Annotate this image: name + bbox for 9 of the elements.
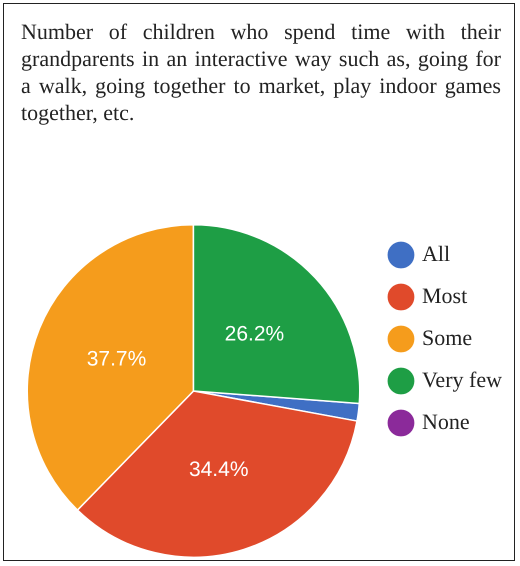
- data-label: 34.4%: [188, 458, 248, 482]
- legend-label: Some: [422, 324, 472, 350]
- legend-label: Very few: [422, 366, 502, 392]
- legend-label: All: [422, 240, 450, 266]
- chart-title: Number of children who spend time with their grandparents in an interactive way such as, going for a walk, going together to market, play indoor games together, etc.: [21, 18, 501, 126]
- legend-label: Most: [422, 282, 468, 308]
- data-label: 26.2%: [224, 322, 284, 346]
- data-label: 37.7%: [86, 347, 146, 370]
- legend-label: None: [422, 408, 470, 434]
